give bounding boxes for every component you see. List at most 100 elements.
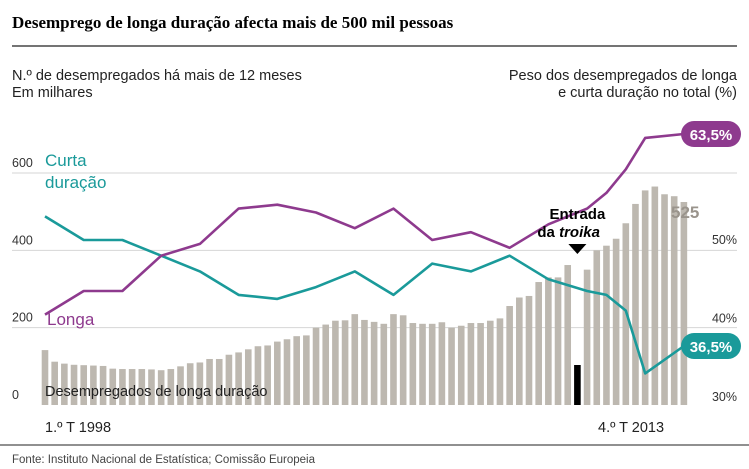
bar: [506, 306, 513, 405]
bar: [477, 323, 484, 405]
bar: [409, 323, 417, 405]
bar: [448, 327, 455, 405]
right-tick-label: 40%: [712, 312, 737, 326]
bar: [196, 362, 204, 405]
bar: [457, 325, 465, 405]
bar: [593, 250, 601, 405]
curta-badge: [681, 332, 741, 359]
bar: [438, 322, 446, 405]
bar: [641, 190, 649, 405]
bar: [670, 196, 678, 405]
right-axis-label-1: Peso dos desempregados de longa: [509, 68, 738, 84]
bar: [380, 323, 388, 405]
bar: [138, 369, 146, 405]
bar: [525, 295, 533, 405]
bar: [564, 265, 572, 405]
bar: [612, 238, 620, 405]
bar: [186, 363, 194, 405]
bar: [312, 327, 320, 405]
longa-line: [44, 132, 685, 316]
bar: [206, 358, 213, 405]
bar: [99, 365, 107, 405]
troika-arrow: [568, 244, 587, 254]
curta-label-line-1: Curta: [45, 151, 87, 170]
bar: [341, 320, 349, 405]
bar: [467, 323, 475, 405]
bar: [119, 369, 126, 405]
bar: [148, 369, 155, 405]
bar: [157, 370, 165, 405]
bar: [254, 346, 262, 405]
chart-title: Desemprego de longa duração afecta mais …: [12, 13, 454, 32]
right-axis-label-2: e curta duração no total (%): [558, 85, 737, 101]
annotations: Desempregados de longa duração Curta duraç…: [45, 121, 741, 436]
curta-label-line-2: duração: [45, 173, 106, 192]
bar: [583, 269, 591, 405]
bar: [370, 321, 378, 405]
bar: [167, 369, 175, 405]
last-value-label: 525: [671, 203, 699, 222]
bar: [486, 320, 494, 405]
line-series: [44, 132, 685, 375]
x-start-label: 1.º T 1998: [45, 420, 111, 436]
bar-series: [41, 186, 688, 405]
troika-bar: [574, 365, 581, 405]
source-note: Fonte: Instituto Nacional de Estatística…: [12, 454, 316, 466]
bar: [128, 369, 136, 405]
longa-end-label: 63,5%: [690, 127, 733, 144]
bar: [545, 277, 552, 405]
bar: [554, 277, 562, 405]
bar: [70, 364, 78, 405]
bar: [603, 245, 610, 405]
bar: [41, 350, 49, 405]
bar: [244, 349, 252, 405]
bar: [428, 323, 436, 405]
longa-badge: [681, 121, 741, 148]
left-tick-label: 400: [12, 233, 33, 247]
right-tick-label: 30%: [712, 390, 737, 404]
bar: [177, 366, 184, 405]
bar: [651, 186, 659, 405]
bar: [390, 314, 397, 405]
left-axis-label-2: Em milhares: [12, 85, 93, 101]
bar: [661, 194, 668, 405]
bar: [322, 324, 330, 405]
left-tick-label: 600: [12, 156, 33, 170]
bar: [235, 352, 242, 405]
bar: [274, 341, 281, 405]
bar: [51, 361, 58, 405]
bar: [351, 314, 359, 405]
right-tick-label: 50%: [712, 233, 737, 247]
bar: [516, 297, 523, 405]
bar: [225, 354, 233, 405]
left-axis-label-1: N.º de desempregados há mais de 12 meses: [12, 68, 302, 84]
x-end-label: 4.º T 2013: [598, 420, 664, 436]
bar: [632, 203, 639, 405]
bar: [264, 345, 271, 405]
bar: [293, 336, 300, 405]
troika-label-2: da troika: [537, 224, 600, 241]
bar: [535, 282, 542, 405]
bar: [680, 202, 688, 405]
bar: [419, 323, 426, 405]
bar: [399, 315, 407, 405]
left-tick-label: 0: [12, 388, 19, 402]
left-tick-label: 200: [12, 311, 33, 325]
bar: [496, 318, 504, 405]
bar: [332, 320, 339, 405]
gridlines: 0 200 400 600 30% 40% 50%: [12, 156, 737, 404]
troika-label-1: Entrada: [549, 206, 606, 223]
bar: [90, 365, 97, 405]
bar: [283, 339, 291, 405]
bar: [109, 368, 117, 405]
bar: [303, 335, 310, 405]
bar: [361, 319, 368, 405]
longa-label: Longa: [47, 310, 95, 329]
bar: [61, 363, 68, 405]
bar-series-label: Desempregados de longa duração: [45, 384, 267, 400]
bar: [215, 358, 223, 405]
bar: [80, 365, 88, 405]
curta-end-label: 36,5%: [690, 339, 733, 356]
